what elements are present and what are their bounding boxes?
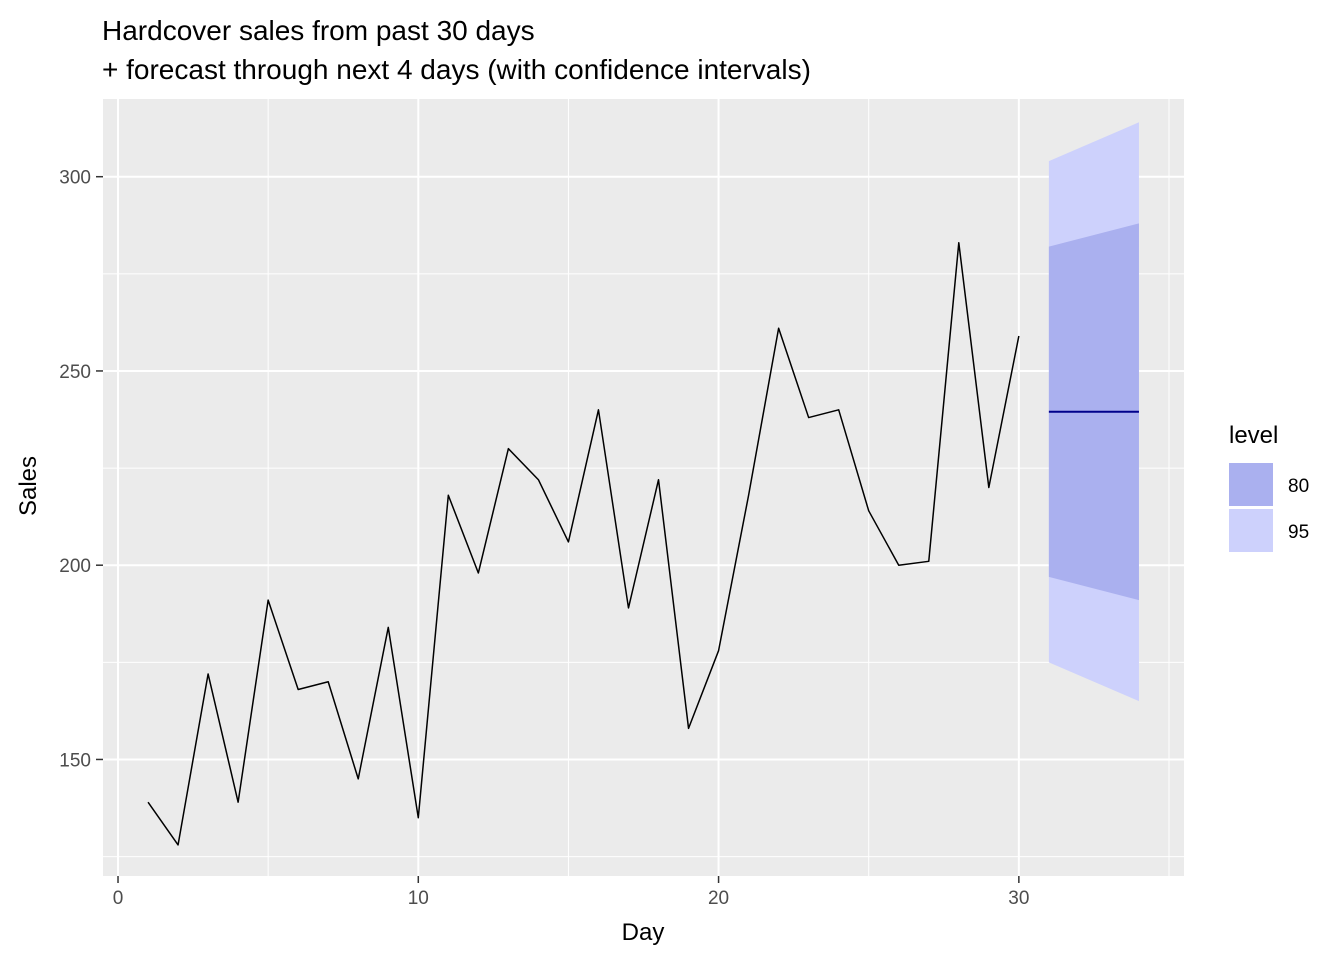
y-tick-label: 200	[59, 556, 91, 577]
chart-title-line-1: Hardcover sales from past 30 days	[102, 15, 535, 46]
chart-title-line-2: + forecast through next 4 days (with con…	[102, 54, 811, 85]
legend-key-80	[1229, 463, 1273, 506]
y-tick-label: 300	[59, 168, 91, 189]
legend: level 80 95	[1229, 422, 1309, 552]
x-axis-title: Day	[622, 919, 665, 946]
legend-label-80: 80	[1288, 476, 1309, 497]
legend-key-95	[1229, 509, 1273, 552]
minor-gridlines	[103, 99, 1184, 876]
axis-ticks	[96, 175, 1020, 883]
x-tick-label: 20	[708, 888, 729, 909]
plot-panel	[103, 99, 1184, 876]
sales-series-line	[147, 241, 1020, 846]
major-gridlines	[103, 99, 1184, 876]
legend-title: level	[1229, 422, 1278, 449]
x-tick-label: 30	[1008, 888, 1029, 909]
data-lines	[147, 241, 1139, 846]
x-tick-label: 0	[113, 888, 124, 909]
x-tick-label: 10	[408, 888, 429, 909]
y-tick-label: 150	[59, 750, 91, 771]
chart-title: Hardcover sales from past 30 days + fore…	[102, 15, 811, 85]
y-axis-title: Sales	[15, 456, 42, 516]
axis-tick-labels: 0 10 20 30 150 200 250 300	[59, 168, 1029, 909]
legend-label-95: 95	[1288, 522, 1309, 543]
y-tick-label: 250	[59, 362, 91, 383]
